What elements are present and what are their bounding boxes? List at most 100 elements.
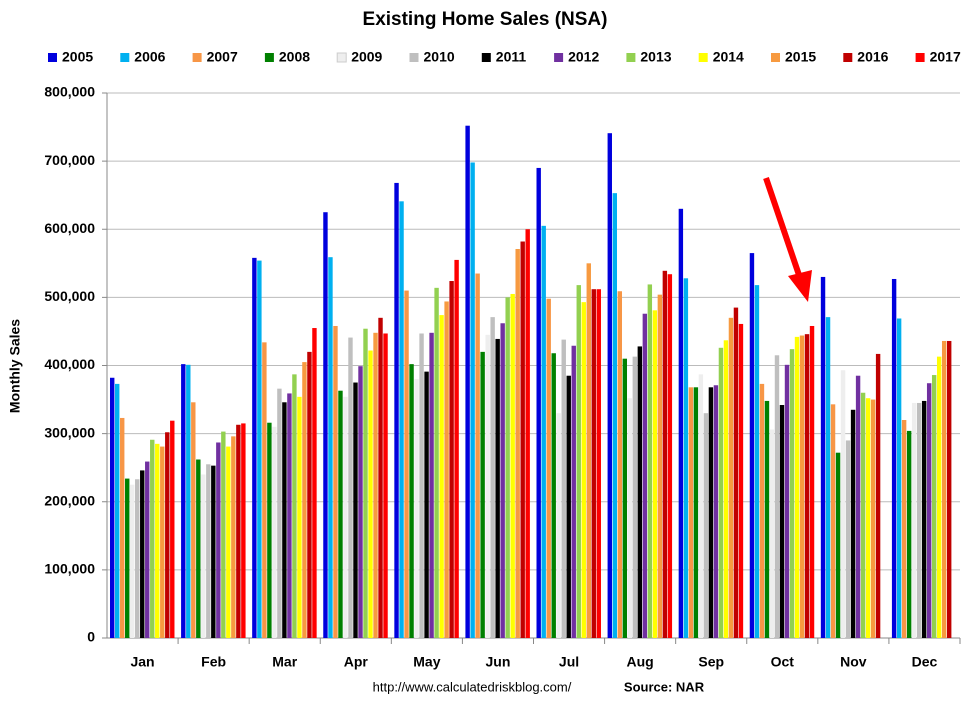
bar bbox=[348, 337, 353, 638]
bar bbox=[429, 332, 434, 638]
bar bbox=[855, 375, 861, 638]
legend-label: 2013 bbox=[640, 49, 671, 65]
legend-swatch bbox=[843, 53, 853, 62]
bar bbox=[896, 318, 902, 638]
bar bbox=[825, 317, 831, 638]
x-tick-label: Oct bbox=[771, 654, 795, 670]
legend-swatch bbox=[626, 53, 636, 62]
legend-label: 2006 bbox=[134, 49, 165, 65]
bar bbox=[338, 390, 343, 638]
y-tick-label: 0 bbox=[87, 629, 95, 645]
legend-swatch bbox=[409, 53, 419, 62]
legend-label: 2008 bbox=[279, 49, 310, 65]
bar bbox=[287, 393, 292, 638]
arrow bbox=[763, 177, 812, 302]
bar bbox=[135, 479, 140, 638]
x-tick-label: Mar bbox=[272, 654, 297, 670]
bar bbox=[145, 461, 150, 638]
bar bbox=[693, 387, 699, 638]
bar bbox=[581, 302, 586, 638]
legend-swatch bbox=[771, 53, 780, 62]
bar bbox=[470, 162, 475, 639]
bar bbox=[252, 257, 257, 638]
bar bbox=[236, 424, 241, 638]
bar bbox=[307, 351, 312, 638]
bar bbox=[662, 270, 668, 638]
bar bbox=[774, 355, 780, 638]
legend-label: 2009 bbox=[351, 49, 382, 65]
bar bbox=[343, 396, 348, 638]
bar bbox=[241, 423, 246, 638]
bar bbox=[292, 374, 297, 638]
bar bbox=[358, 366, 363, 638]
bar bbox=[860, 392, 866, 638]
bar bbox=[911, 402, 917, 638]
bar bbox=[257, 260, 262, 638]
bar bbox=[505, 297, 510, 638]
bar bbox=[525, 229, 530, 638]
bar bbox=[480, 351, 485, 638]
bar bbox=[110, 377, 115, 638]
legend-swatch bbox=[698, 53, 708, 62]
legend-swatch bbox=[915, 53, 925, 62]
bar bbox=[845, 440, 851, 638]
bar bbox=[490, 317, 495, 638]
bar bbox=[804, 334, 810, 638]
bar bbox=[475, 273, 480, 638]
bar bbox=[667, 274, 673, 638]
bar bbox=[850, 409, 856, 638]
bar bbox=[150, 439, 155, 638]
bar bbox=[728, 317, 734, 638]
bar bbox=[941, 340, 947, 638]
bar bbox=[272, 426, 277, 638]
x-tick-label: Aug bbox=[627, 654, 654, 670]
bar bbox=[312, 328, 317, 638]
bar bbox=[262, 342, 267, 638]
y-tick-label: 700,000 bbox=[44, 152, 95, 168]
x-tick-label: Apr bbox=[344, 654, 369, 670]
bar bbox=[632, 356, 638, 638]
bar bbox=[713, 385, 719, 638]
bar bbox=[637, 346, 643, 638]
legend-swatch bbox=[481, 53, 491, 62]
bar bbox=[196, 459, 201, 638]
bar bbox=[875, 353, 881, 638]
bar bbox=[865, 398, 871, 638]
bar bbox=[576, 285, 581, 638]
y-tick-label: 600,000 bbox=[44, 220, 95, 236]
bar bbox=[617, 291, 623, 638]
legend-label: 2014 bbox=[713, 49, 744, 65]
x-tick-label: Jan bbox=[130, 654, 154, 670]
bar bbox=[221, 431, 226, 638]
legend-label: 2005 bbox=[62, 49, 93, 65]
chart-title: Existing Home Sales (NSA) bbox=[363, 9, 608, 30]
bar bbox=[216, 442, 221, 638]
bar bbox=[363, 328, 368, 638]
bar bbox=[738, 323, 744, 638]
bar bbox=[485, 334, 490, 638]
bar bbox=[120, 417, 125, 638]
bar bbox=[125, 478, 130, 638]
legend-swatch bbox=[336, 52, 347, 63]
bar bbox=[465, 125, 470, 638]
bar bbox=[688, 387, 694, 638]
bar bbox=[931, 375, 937, 638]
bar bbox=[353, 382, 358, 638]
bar bbox=[170, 420, 175, 638]
bar bbox=[571, 345, 576, 638]
legend-label: 2016 bbox=[857, 49, 888, 65]
legend-swatch bbox=[192, 53, 202, 62]
bar bbox=[206, 464, 211, 638]
bar bbox=[297, 396, 302, 638]
bar bbox=[449, 281, 454, 638]
bar bbox=[211, 465, 216, 638]
bar bbox=[323, 212, 328, 638]
x-tick-label: Jun bbox=[486, 654, 511, 670]
bar bbox=[703, 413, 709, 638]
bar bbox=[186, 364, 191, 638]
bar bbox=[444, 301, 449, 638]
legend-label: 2007 bbox=[207, 49, 238, 65]
bar bbox=[901, 420, 907, 638]
y-tick-label: 800,000 bbox=[44, 84, 95, 100]
